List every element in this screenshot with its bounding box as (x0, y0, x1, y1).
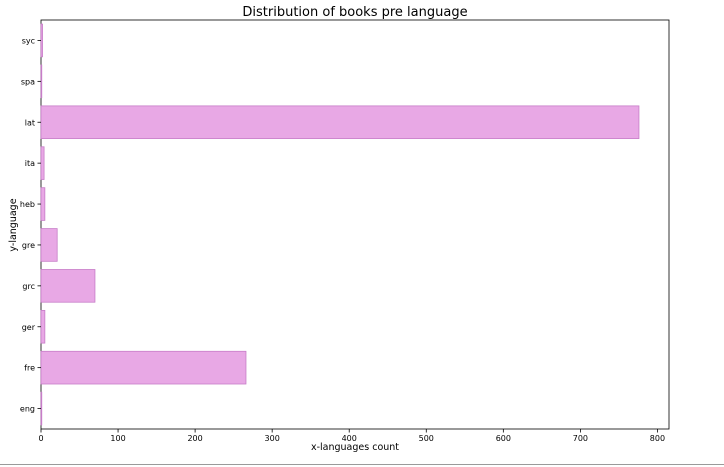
x-tick-label-100: 100 (110, 434, 125, 443)
y-tick-label-syc: syc (22, 36, 35, 45)
window-bottom-border (0, 464, 724, 465)
bar-ger (40, 309, 46, 344)
y-tick-label-eng: eng (20, 405, 35, 414)
x-ticks-group: 0 100 200 300 400 500 600 700 800 (38, 429, 665, 443)
bar-heb (40, 187, 46, 221)
bar-ita (40, 146, 45, 180)
bar-fre (40, 350, 247, 385)
x-tick-label-600: 600 (496, 434, 511, 443)
x-tick-label-500: 500 (419, 434, 434, 443)
y-tick-label-spa: spa (21, 77, 35, 86)
bar-lat (40, 105, 640, 140)
y-tick-label-gre: gre (22, 241, 35, 250)
plot-area-frame (40, 19, 670, 430)
x-tick-label-700: 700 (573, 434, 588, 443)
bar-spa (40, 64, 43, 99)
y-ticks-group: eng fre ger grc gre heb ita lat spa syc (20, 36, 41, 414)
bar-grc (40, 269, 96, 303)
x-tick-label-0: 0 (38, 434, 43, 443)
y-axis-label: y-language (8, 198, 19, 251)
x-tick-label-300: 300 (265, 434, 280, 443)
y-tick-label-heb: heb (20, 200, 35, 209)
bar-gre (40, 228, 58, 262)
x-tick-label-400: 400 (342, 434, 357, 443)
y-tick-label-fre: fre (24, 364, 35, 373)
x-tick-label-800: 800 (650, 434, 665, 443)
y-tick-label-ger: ger (22, 323, 36, 332)
chart-title: Distribution of books pre language (242, 5, 467, 20)
bar-eng (40, 391, 43, 426)
y-tick-label-ita: ita (25, 159, 35, 168)
x-tick-label-200: 200 (187, 434, 202, 443)
bars-group (40, 23, 640, 426)
y-tick-label-lat: lat (25, 118, 35, 127)
x-axis-label: x-languages count (311, 442, 399, 453)
y-tick-label-grc: grc (22, 282, 35, 291)
bar-syc (40, 23, 43, 58)
